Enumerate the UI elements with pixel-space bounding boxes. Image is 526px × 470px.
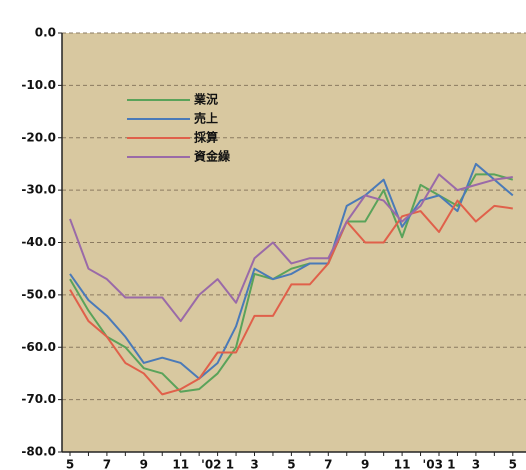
x-tick-label: 5 (66, 458, 74, 470)
legend-label: 業況 (193, 92, 218, 107)
x-tick-label: 11 (172, 458, 189, 470)
x-tick-label: 5 (287, 458, 295, 470)
x-tick-label: 9 (140, 458, 148, 470)
series-line (69, 162, 514, 380)
y-tick-label: 0.0 (35, 26, 56, 40)
x-tick-label: '03 1 (423, 458, 456, 470)
legend-label: 売上 (194, 111, 218, 126)
x-tick-label: 11 (394, 458, 411, 470)
x-tick-label: 5 (509, 458, 517, 470)
y-tick-label: -60.0 (21, 340, 56, 354)
y-tick-label: -20.0 (21, 130, 56, 144)
x-tick-label: 3 (250, 458, 258, 470)
y-tick-label: -50.0 (21, 287, 56, 301)
legend-label: 資金繰 (194, 149, 231, 164)
x-tick-label: '02 1 (201, 458, 234, 470)
x-tick-label: 7 (103, 458, 111, 470)
series-line (69, 199, 513, 396)
y-tick-label: -80.0 (21, 445, 56, 459)
series-line (69, 173, 513, 323)
y-tick-label: -40.0 (21, 235, 56, 249)
legend-label: 採算 (194, 130, 218, 145)
y-tick-label: -30.0 (21, 183, 56, 197)
x-tick-label: 9 (361, 458, 369, 470)
y-tick-label: -10.0 (21, 78, 56, 92)
x-tick-label: 3 (472, 458, 480, 470)
x-tick-label: 7 (324, 458, 332, 470)
y-tick-label: -70.0 (21, 392, 56, 406)
